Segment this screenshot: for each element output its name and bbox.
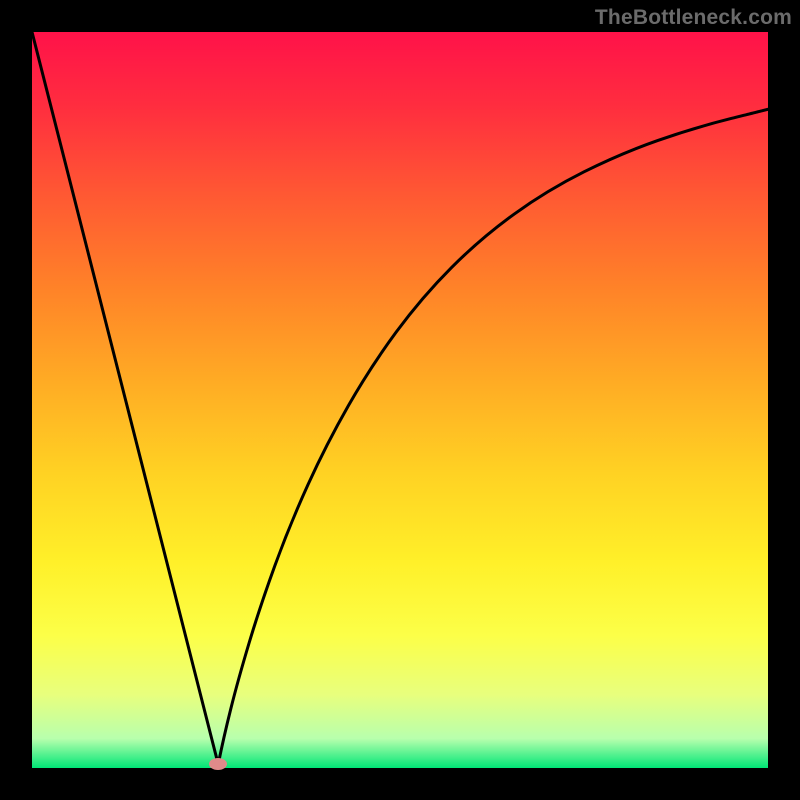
bottleneck-curve: [32, 32, 768, 768]
chart-canvas: TheBottleneck.com: [0, 0, 800, 800]
curve-path: [32, 32, 768, 764]
plot-area: [32, 32, 768, 768]
minimum-marker: [209, 758, 227, 770]
watermark-text: TheBottleneck.com: [595, 6, 792, 30]
